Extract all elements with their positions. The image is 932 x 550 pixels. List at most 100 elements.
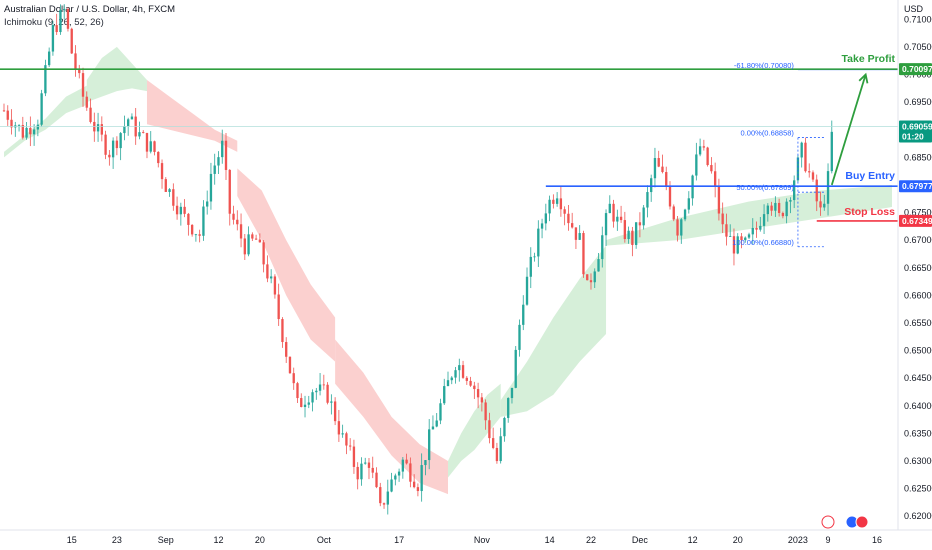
candle-body[interactable] <box>382 503 386 505</box>
candle-body[interactable] <box>416 487 420 492</box>
candle-body[interactable] <box>127 119 130 127</box>
candle-body[interactable] <box>164 179 167 192</box>
candle-body[interactable] <box>168 189 171 192</box>
candle-body[interactable] <box>755 227 758 230</box>
candle-body[interactable] <box>589 280 593 283</box>
candle-body[interactable] <box>491 438 495 448</box>
candle-body[interactable] <box>770 205 773 211</box>
candle-body[interactable] <box>318 384 322 391</box>
candle-body[interactable] <box>695 154 698 176</box>
candle-body[interactable] <box>503 417 506 437</box>
candle-body[interactable] <box>774 202 777 211</box>
candle-body[interactable] <box>781 212 785 217</box>
candle-body[interactable] <box>676 219 679 236</box>
candle-body[interactable] <box>115 140 119 149</box>
candle-body[interactable] <box>63 9 66 11</box>
candle-body[interactable] <box>206 201 209 207</box>
candle-body[interactable] <box>36 124 40 130</box>
candle-body[interactable] <box>450 377 453 381</box>
candle-body[interactable] <box>819 201 822 208</box>
candle-body[interactable] <box>202 206 205 236</box>
candle-body[interactable] <box>717 186 721 214</box>
candle-body[interactable] <box>394 475 397 480</box>
candle-body[interactable] <box>744 237 747 241</box>
candle-body[interactable] <box>766 205 769 215</box>
candle-body[interactable] <box>138 132 141 137</box>
candle-body[interactable] <box>793 180 796 201</box>
candle-body[interactable] <box>119 133 122 149</box>
candle-body[interactable] <box>435 420 438 427</box>
candle-body[interactable] <box>574 227 578 240</box>
candle-body[interactable] <box>409 463 412 482</box>
candle-body[interactable] <box>21 125 24 138</box>
candle-body[interactable] <box>540 223 544 229</box>
candle-body[interactable] <box>473 385 476 390</box>
candle-body[interactable] <box>47 51 51 66</box>
candle-body[interactable] <box>337 421 341 435</box>
candle-body[interactable] <box>578 233 581 240</box>
candle-body[interactable] <box>85 96 88 108</box>
candle-body[interactable] <box>25 127 28 138</box>
candle-body[interactable] <box>537 228 540 257</box>
candle-body[interactable] <box>710 165 713 172</box>
candle-body[interactable] <box>190 224 194 235</box>
candle-body[interactable] <box>725 224 728 237</box>
candle-body[interactable] <box>236 219 239 225</box>
candle-body[interactable] <box>81 73 85 97</box>
candle-body[interactable] <box>665 172 668 186</box>
candle-body[interactable] <box>559 198 563 210</box>
candle-body[interactable] <box>740 236 743 241</box>
candle-body[interactable] <box>552 199 555 204</box>
candle-body[interactable] <box>510 387 514 399</box>
candle-body[interactable] <box>586 274 589 281</box>
candle-body[interactable] <box>428 429 431 461</box>
candle-body[interactable] <box>288 356 292 374</box>
lightning-event-icon[interactable] <box>821 515 835 529</box>
candle-body[interactable] <box>608 203 611 214</box>
candle-body[interactable] <box>653 158 657 179</box>
candle-body[interactable] <box>273 276 277 295</box>
candle-body[interactable] <box>597 259 600 272</box>
candle-body[interactable] <box>507 398 510 418</box>
candle-body[interactable] <box>567 213 570 224</box>
candle-body[interactable] <box>322 384 325 386</box>
candle-body[interactable] <box>454 370 457 378</box>
candle-body[interactable] <box>70 28 73 54</box>
candle-body[interactable] <box>142 132 145 134</box>
candle-body[interactable] <box>371 467 374 473</box>
candle-body[interactable] <box>145 133 149 152</box>
candle-body[interactable] <box>78 68 81 74</box>
candle-body[interactable] <box>514 349 517 388</box>
candle-body[interactable] <box>386 491 389 505</box>
candle-body[interactable] <box>10 119 13 128</box>
candle-body[interactable] <box>522 304 525 325</box>
candle-body[interactable] <box>153 141 156 152</box>
candle-body[interactable] <box>130 116 134 120</box>
candle-body[interactable] <box>333 401 337 422</box>
candle-body[interactable] <box>412 481 416 488</box>
candle-body[interactable] <box>593 271 596 283</box>
candle-body[interactable] <box>239 224 243 239</box>
candle-body[interactable] <box>277 294 280 320</box>
candle-body[interactable] <box>100 124 103 135</box>
candle-body[interactable] <box>687 198 690 210</box>
candle-body[interactable] <box>627 230 630 240</box>
candle-body[interactable] <box>356 466 359 480</box>
candle-body[interactable] <box>2 110 6 112</box>
candle-body[interactable] <box>612 203 615 222</box>
candle-body[interactable] <box>285 342 288 357</box>
candle-body[interactable] <box>826 171 830 204</box>
candle-body[interactable] <box>111 140 115 158</box>
candle-body[interactable] <box>548 199 551 214</box>
candle-body[interactable] <box>74 53 77 69</box>
candle-body[interactable] <box>194 234 198 236</box>
candle-body[interactable] <box>123 126 126 134</box>
candle-body[interactable] <box>300 398 303 407</box>
candle-body[interactable] <box>175 205 179 215</box>
candle-body[interactable] <box>631 230 634 245</box>
candle-body[interactable] <box>480 397 484 403</box>
candle-body[interactable] <box>326 384 329 403</box>
candle-body[interactable] <box>785 201 788 217</box>
candle-body[interactable] <box>762 214 766 226</box>
